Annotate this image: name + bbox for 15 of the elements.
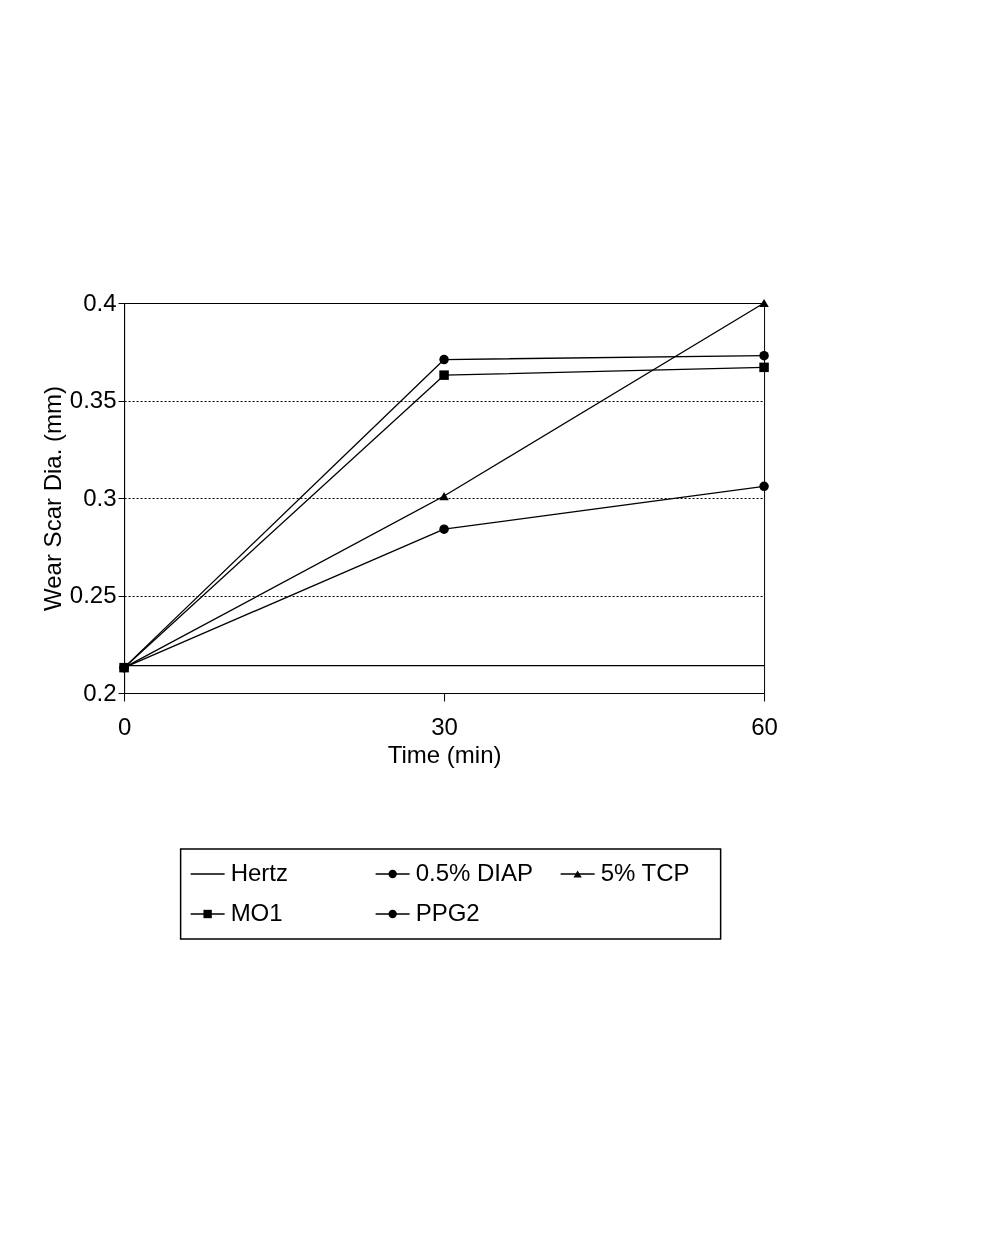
legend-label: MO1 xyxy=(230,899,283,926)
x-tick-label: 30 xyxy=(431,712,458,740)
x-tick-label: 0 xyxy=(117,712,132,740)
y-tick-label: 0.4 xyxy=(83,288,117,316)
legend-label: 5% TCP xyxy=(600,859,690,886)
y-tick-label: 0.25 xyxy=(69,581,117,608)
x-tick-label: 60 xyxy=(751,712,778,740)
y-tick-label: 0.35 xyxy=(69,386,117,413)
legend-label: 0.5% DIAP xyxy=(415,859,534,886)
x-axis-title: Time (min) xyxy=(387,740,502,768)
y-tick-label: 0.2 xyxy=(83,678,117,706)
y-axis-title: Wear Scar Dia. (mm) xyxy=(38,386,66,611)
legend-label: Hertz xyxy=(230,859,288,886)
y-tick-label: 0.3 xyxy=(83,483,117,511)
legend-label: PPG2 xyxy=(415,899,480,926)
